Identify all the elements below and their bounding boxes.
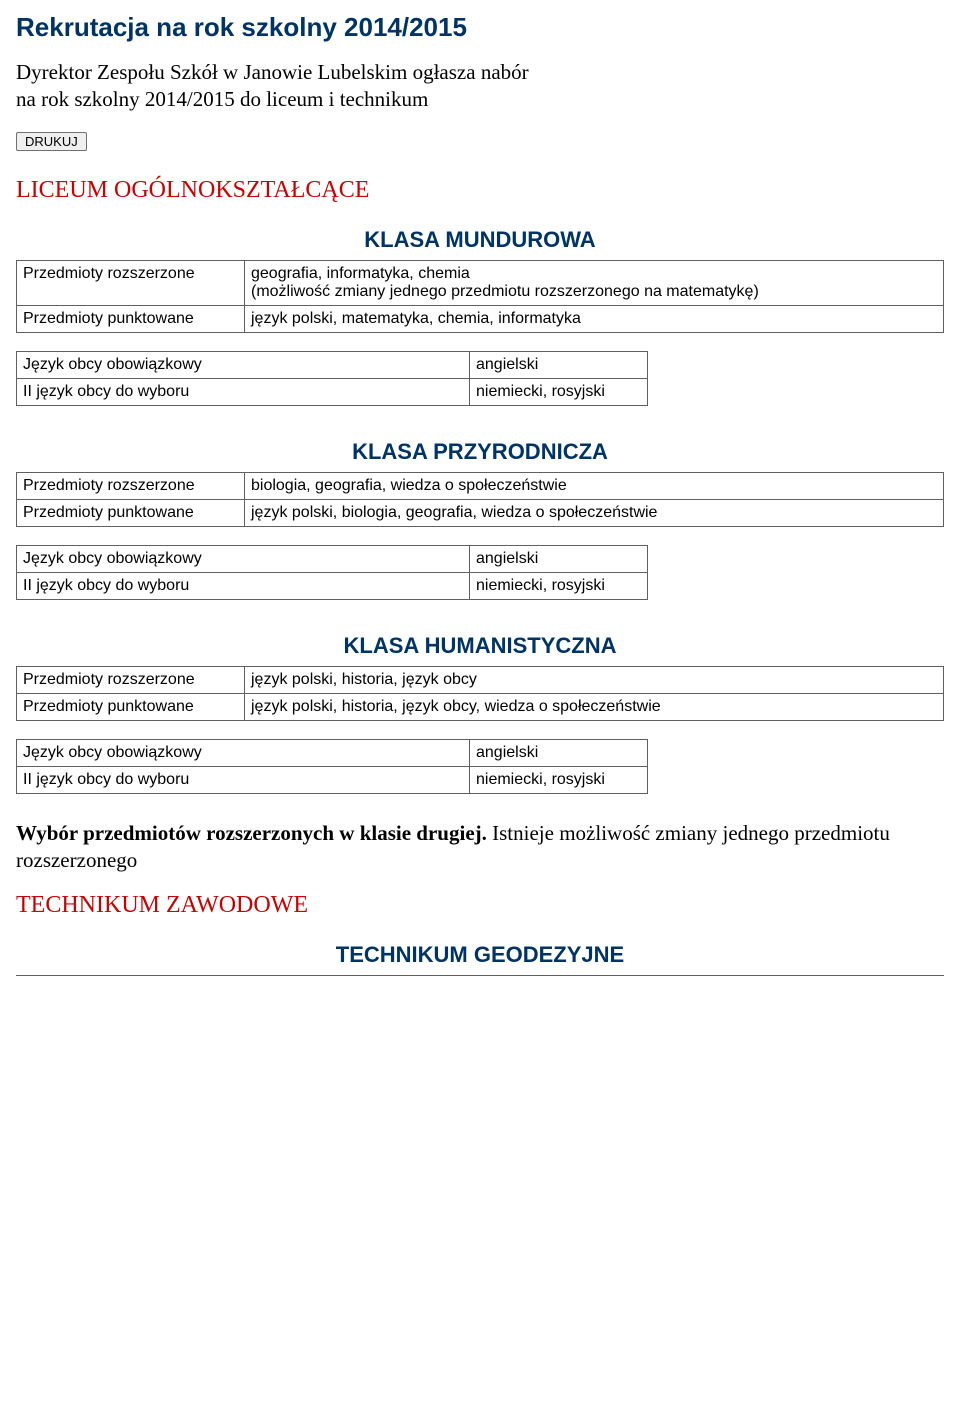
section-liceum-heading: LICEUM OGÓLNOKSZTAŁCĄCE: [16, 177, 944, 204]
mundurowa-rozszerzone: geografia, informatyka, chemia (możliwoś…: [245, 260, 944, 305]
klasa-mundurowa-table: KLASA MUNDUROWA Przedmioty rozszerzone g…: [16, 220, 944, 333]
label-jezyk-ii: II język obcy do wyboru: [17, 378, 470, 405]
label-punktowane: Przedmioty punktowane: [17, 693, 245, 720]
klasa-przyrodnicza-title: KLASA PRZYRODNICZA: [18, 433, 943, 471]
przyrodnicza-rozszerzone: biologia, geografia, wiedza o społeczeńs…: [245, 472, 944, 499]
label-jezyk-obowiazkowy: Język obcy obowiązkowy: [17, 739, 470, 766]
klasa-humanistyczna-table: KLASA HUMANISTYCZNA Przedmioty rozszerzo…: [16, 626, 944, 721]
label-jezyk-obowiazkowy: Język obcy obowiązkowy: [17, 351, 470, 378]
mundurowa-jezyk-obowiazkowy: angielski: [470, 351, 648, 378]
mundurowa-rozszerzone-line2: (możliwość zmiany jednego przedmiotu roz…: [251, 283, 759, 300]
klasa-humanistyczna-title: KLASA HUMANISTYCZNA: [18, 627, 943, 665]
note-bold: Wybór przedmiotów rozszerzonych w klasie…: [16, 821, 487, 845]
mundurowa-punktowane: język polski, matematyka, chemia, inform…: [245, 305, 944, 332]
intro-line-2: na rok szkolny 2014/2015 do liceum i tec…: [16, 87, 428, 111]
label-rozszerzone: Przedmioty rozszerzone: [17, 666, 245, 693]
intro-line-1: Dyrektor Zespołu Szkół w Janowie Lubelsk…: [16, 60, 529, 84]
przyrodnicza-punktowane: język polski, biologia, geografia, wiedz…: [245, 499, 944, 526]
przyrodnicza-lang-table: Język obcy obowiązkowy angielski II języ…: [16, 545, 648, 600]
section-technikum-heading: TECHNIKUM ZAWODOWE: [16, 892, 944, 919]
humanistyczna-lang-table: Język obcy obowiązkowy angielski II języ…: [16, 739, 648, 794]
humanistyczna-jezyk-obowiazkowy: angielski: [470, 739, 648, 766]
intro-paragraph: Dyrektor Zespołu Szkół w Janowie Lubelsk…: [16, 59, 944, 114]
print-button[interactable]: DRUKUJ: [16, 132, 87, 151]
label-jezyk-ii: II język obcy do wyboru: [17, 766, 470, 793]
klasa-przyrodnicza-table: KLASA PRZYRODNICZA Przedmioty rozszerzon…: [16, 432, 944, 527]
humanistyczna-jezyk-ii: niemiecki, rosyjski: [470, 766, 648, 793]
note-paragraph: Wybór przedmiotów rozszerzonych w klasie…: [16, 820, 944, 875]
mundurowa-jezyk-ii: niemiecki, rosyjski: [470, 378, 648, 405]
page-title: Rekrutacja na rok szkolny 2014/2015: [16, 12, 944, 43]
label-jezyk-obowiazkowy: Język obcy obowiązkowy: [17, 545, 470, 572]
humanistyczna-rozszerzone: język polski, historia, język obcy: [245, 666, 944, 693]
mundurowa-rozszerzone-line1: geografia, informatyka, chemia: [251, 265, 470, 282]
mundurowa-lang-table: Język obcy obowiązkowy angielski II języ…: [16, 351, 648, 406]
humanistyczna-punktowane: język polski, historia, język obcy, wied…: [245, 693, 944, 720]
technikum-geodezyjne-table: TECHNIKUM GEODEZYJNE: [16, 935, 944, 976]
przyrodnicza-jezyk-ii: niemiecki, rosyjski: [470, 572, 648, 599]
technikum-geodezyjne-title: TECHNIKUM GEODEZYJNE: [17, 936, 943, 974]
label-punktowane: Przedmioty punktowane: [17, 305, 245, 332]
klasa-mundurowa-title: KLASA MUNDUROWA: [18, 221, 943, 259]
label-rozszerzone: Przedmioty rozszerzone: [17, 472, 245, 499]
przyrodnicza-jezyk-obowiazkowy: angielski: [470, 545, 648, 572]
label-punktowane: Przedmioty punktowane: [17, 499, 245, 526]
label-rozszerzone: Przedmioty rozszerzone: [17, 260, 245, 305]
label-jezyk-ii: II język obcy do wyboru: [17, 572, 470, 599]
